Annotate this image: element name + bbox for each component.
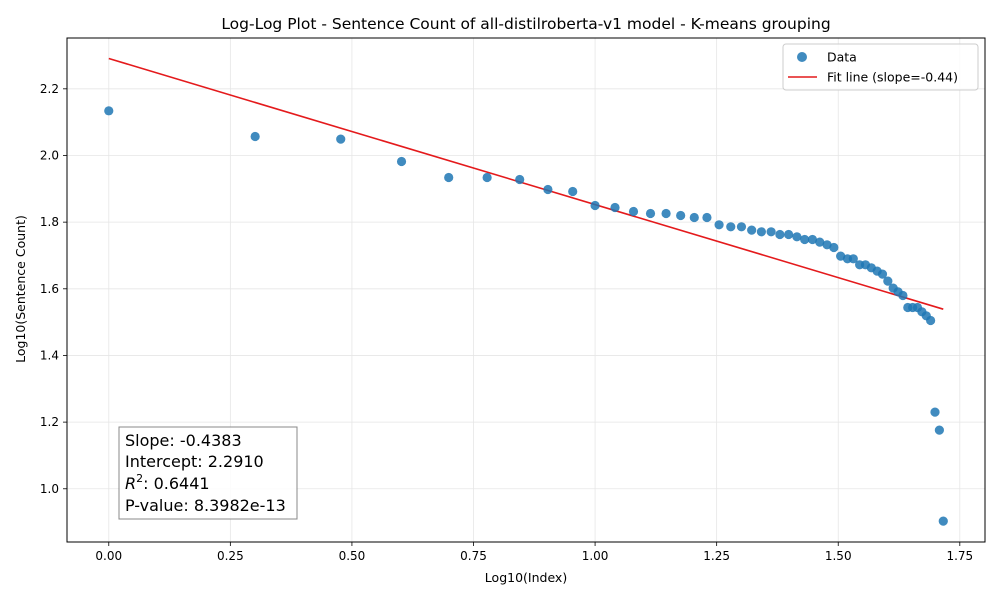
y-tick-label: 1.0 — [40, 482, 59, 496]
data-point — [848, 254, 858, 264]
y-axis-label: Log10(Sentence Count) — [13, 215, 28, 363]
x-tick-label: 0.25 — [217, 549, 244, 563]
x-tick-label: 1.25 — [703, 549, 730, 563]
x-tick-label: 1.00 — [582, 549, 609, 563]
chart-title: Log-Log Plot - Sentence Count of all-dis… — [221, 15, 830, 33]
x-tick-label: 0.50 — [339, 549, 366, 563]
data-point — [756, 227, 766, 237]
stats-r-squared: R2: 0.6441 — [125, 472, 210, 493]
data-point — [926, 315, 936, 326]
legend: Data Fit line (slope=-0.44) — [782, 43, 979, 91]
data-point — [898, 290, 908, 301]
data-point — [784, 229, 794, 240]
x-axis-ticks: 0.00 0.25 0.50 0.75 1.00 1.25 1.50 1.75 — [95, 542, 973, 563]
data-point — [736, 222, 747, 232]
y-tick-label: 2.0 — [40, 148, 59, 162]
y-tick-label: 1.6 — [40, 282, 59, 296]
data-point — [702, 212, 712, 223]
data-point — [515, 174, 525, 185]
data-point — [938, 516, 948, 526]
data-point — [250, 131, 260, 142]
data-point — [104, 106, 114, 116]
data-point — [930, 407, 940, 417]
data-point — [807, 234, 818, 245]
data-point — [396, 156, 407, 167]
stats-p-value: P-value: 8.3982e-13 — [125, 496, 286, 515]
stats-annotation-box: Slope: -0.4383 Intercept: 2.2910 R2: 0.6… — [118, 426, 298, 520]
data-point — [645, 208, 656, 219]
y-axis-ticks: 1.0 1.2 1.4 1.6 1.8 2.0 2.2 — [40, 82, 67, 496]
data-point — [568, 186, 578, 197]
stats-slope: Slope: -0.4383 — [125, 431, 242, 450]
stats-box-frame — [118, 426, 298, 520]
data-point — [689, 212, 699, 223]
data-point — [747, 225, 757, 235]
data-point — [934, 425, 944, 435]
y-tick-label: 2.2 — [40, 82, 59, 96]
x-axis-label: Log10(Index) — [485, 570, 567, 585]
data-point — [766, 227, 776, 237]
stats-intercept: Intercept: 2.2910 — [125, 452, 264, 471]
x-tick-label: 0.75 — [460, 549, 487, 563]
y-tick-label: 1.8 — [40, 215, 59, 229]
data-point — [877, 269, 888, 279]
data-point — [628, 206, 639, 217]
data-point — [775, 229, 785, 240]
y-tick-label: 1.2 — [40, 415, 59, 429]
x-tick-label: 1.50 — [825, 549, 852, 563]
x-tick-label: 1.75 — [946, 549, 973, 563]
data-point — [792, 232, 802, 242]
r-squared-value: : 0.6441 — [143, 474, 209, 493]
data-points-layer — [104, 106, 948, 526]
legend-marker-data — [797, 52, 807, 62]
fit-line — [108, 57, 944, 310]
data-point — [610, 202, 620, 213]
legend-frame — [782, 43, 979, 91]
data-point — [829, 242, 839, 253]
fit-line-layer — [108, 57, 944, 310]
data-point — [543, 184, 553, 195]
data-point — [726, 222, 736, 232]
y-tick-label: 1.4 — [40, 348, 59, 362]
data-point — [714, 220, 724, 230]
data-point — [482, 172, 492, 183]
data-point — [336, 134, 346, 144]
plot-frame — [66, 37, 986, 543]
legend-label-data: Data — [827, 50, 857, 65]
x-tick-label: 0.00 — [95, 549, 122, 563]
data-point — [815, 237, 825, 247]
r-squared-symbol: R — [125, 474, 136, 493]
grid-lines — [67, 38, 985, 542]
legend-label-fit: Fit line (slope=-0.44) — [827, 70, 958, 85]
data-point — [590, 200, 600, 211]
data-point — [661, 208, 671, 219]
r-squared-exponent: 2 — [136, 472, 143, 485]
data-point — [800, 234, 810, 245]
data-point — [444, 172, 454, 183]
data-point — [883, 276, 893, 286]
data-point — [676, 210, 686, 221]
